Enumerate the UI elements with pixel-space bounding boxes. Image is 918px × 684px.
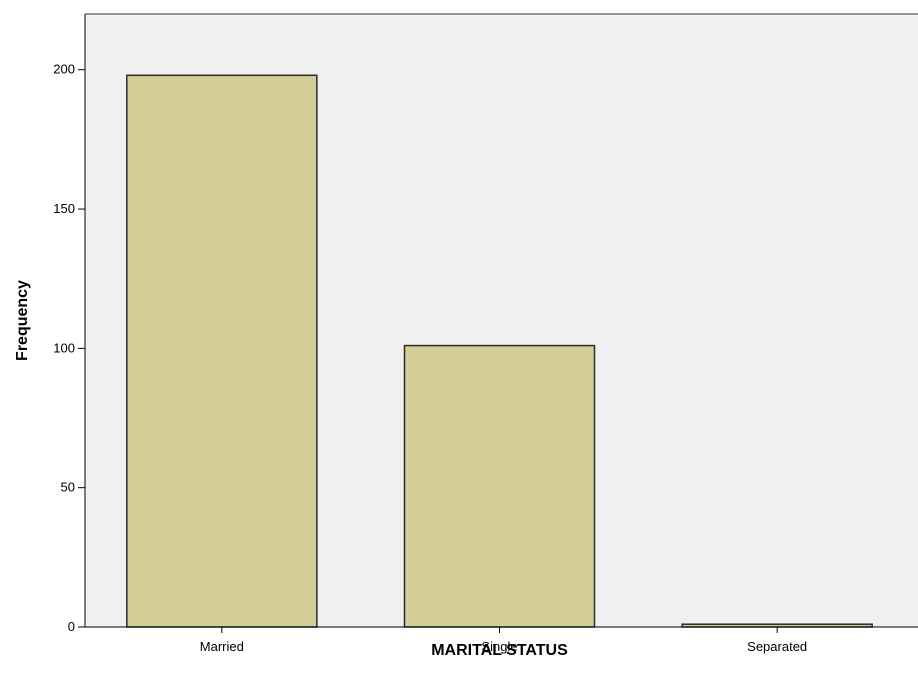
y-axis: 0 50 100 150 200 (53, 13, 918, 634)
x-tick-label: Separated (747, 639, 807, 654)
y-tick-label: 0 (68, 619, 75, 634)
bar-married (126, 74, 318, 628)
x-axis: Married Single Separated (85, 626, 918, 654)
y-tick-label: 200 (53, 62, 75, 77)
bar-single (403, 344, 596, 628)
y-axis-title: Frequency (14, 280, 31, 361)
y-tick-label: 100 (53, 340, 75, 355)
x-axis-title: MARITAL STATUS (431, 642, 568, 659)
y-tick-label: 150 (53, 201, 75, 216)
bars-group (126, 74, 873, 628)
x-tick-label: Married (200, 639, 244, 654)
x-tick-label: Single (481, 639, 517, 654)
y-tick-label: 50 (61, 480, 75, 495)
